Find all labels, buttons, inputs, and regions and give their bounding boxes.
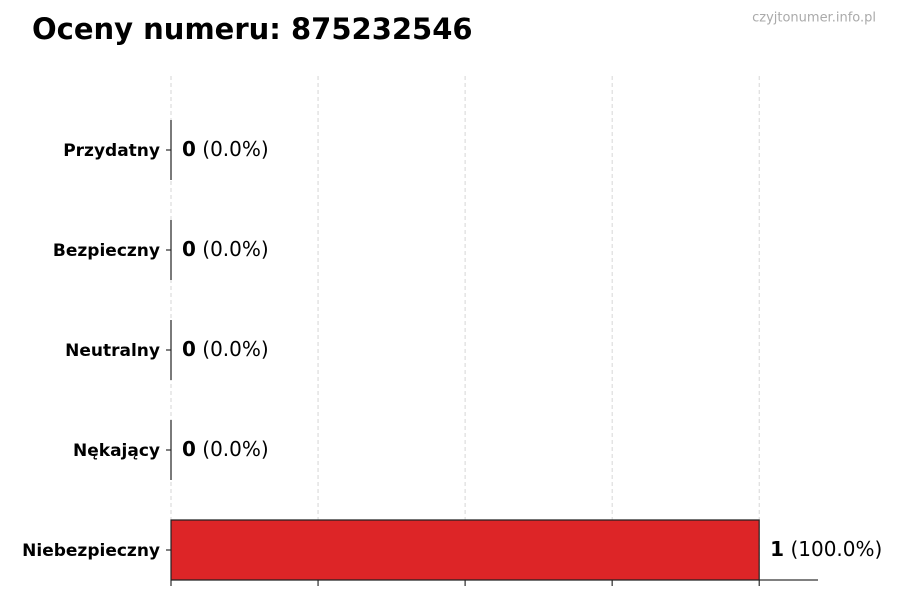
share-label: (0.0%) xyxy=(202,337,268,361)
share-label: (0.0%) xyxy=(202,237,268,261)
value-label: 0 (0.0%) xyxy=(182,237,269,261)
count-label: 0 xyxy=(182,137,196,161)
count-label: 0 xyxy=(182,437,196,461)
value-label: 1 (100.0%) xyxy=(770,537,882,561)
chart-title: Oceny numeru: 875232546 xyxy=(32,12,473,46)
count-label: 0 xyxy=(182,237,196,261)
count-label: 0 xyxy=(182,337,196,361)
y-tick-label: Niebezpieczny xyxy=(22,541,160,561)
y-tick-label: Neutralny xyxy=(65,341,160,361)
value-label: 0 (0.0%) xyxy=(182,437,269,461)
count-label: 1 xyxy=(770,537,784,561)
bar xyxy=(170,519,760,581)
y-tick-label: Bezpieczny xyxy=(53,241,160,261)
value-label: 0 (0.0%) xyxy=(182,137,269,161)
y-tick-label: Nękający xyxy=(73,441,160,461)
y-tick-label: Przydatny xyxy=(63,141,160,161)
watermark: czyjtonumer.info.pl xyxy=(752,11,876,26)
share-label: (0.0%) xyxy=(202,437,268,461)
share-label: (0.0%) xyxy=(202,137,268,161)
share-label: (100.0%) xyxy=(790,537,882,561)
value-label: 0 (0.0%) xyxy=(182,337,269,361)
